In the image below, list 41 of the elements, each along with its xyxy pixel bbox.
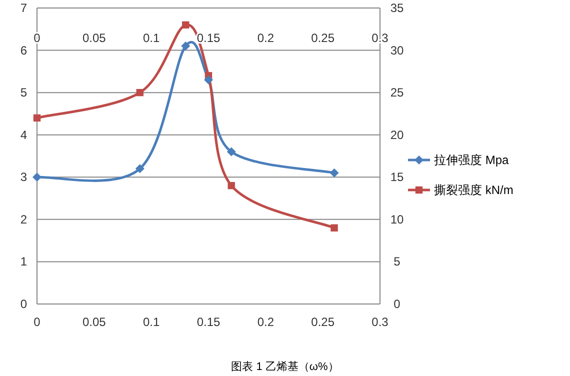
y2-tick-label: 0 [394, 297, 401, 311]
point [226, 147, 236, 156]
x2-tick-label: 0.2 [257, 315, 274, 329]
point [136, 88, 144, 96]
y2-tick-label: 15 [390, 170, 404, 184]
point [204, 75, 213, 84]
legend-label: 撕裂强度 kN/m [434, 183, 514, 197]
y2-tick-label: 5 [394, 254, 401, 269]
y-tick-label: 5 [20, 86, 28, 100]
y2-tick-label: 10 [390, 212, 404, 226]
x2-tick-label: 0.25 [311, 315, 335, 329]
point [330, 224, 338, 232]
point [33, 114, 41, 122]
point [182, 21, 190, 29]
legend-label: 拉伸强度 Mpa [434, 153, 510, 167]
y2-tick-label: 25 [390, 86, 404, 100]
point [330, 168, 339, 178]
y2-tick-label: 30 [390, 43, 404, 58]
x-tick-label: 0.1 [142, 31, 160, 45]
y-tick-label: 2 [20, 212, 28, 226]
y2-tick-label: 35 [390, 1, 404, 15]
x-tick-label: 0.2 [257, 31, 274, 45]
y-tick-label: 6 [20, 43, 28, 58]
x2-tick-label: 0.1 [142, 315, 160, 329]
point [135, 164, 144, 174]
y-tick-label: 4 [20, 128, 28, 142]
x2-tick-label: 0 [34, 315, 41, 329]
y-tick-label: 0 [20, 297, 28, 311]
x2-tick-label: 0.3 [372, 315, 389, 329]
x2-tick-label: 0.15 [196, 315, 220, 329]
x-tick-label: 0.05 [82, 31, 106, 45]
y-tick-label: 7 [20, 1, 28, 15]
x-tick-label: 0.25 [311, 31, 335, 45]
point [181, 42, 190, 51]
y-tick-label: 3 [20, 170, 28, 184]
y2-tick-label: 20 [390, 128, 404, 142]
y-tick-label: 1 [20, 254, 28, 269]
point [228, 182, 235, 190]
x2-tick-label: 0.05 [82, 315, 106, 329]
point [32, 172, 42, 182]
text: 图表 1 乙烯基（ω%） [231, 360, 339, 373]
